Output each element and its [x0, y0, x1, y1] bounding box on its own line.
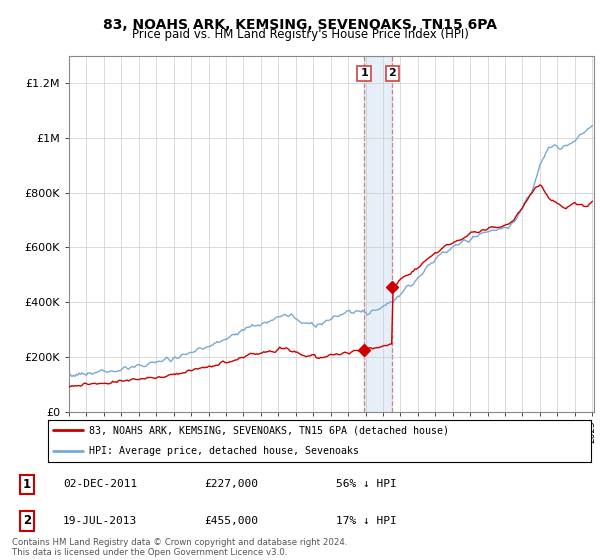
- Text: 1: 1: [360, 68, 368, 78]
- Text: £227,000: £227,000: [204, 479, 258, 489]
- Text: 2: 2: [388, 68, 396, 78]
- Text: 83, NOAHS ARK, KEMSING, SEVENOAKS, TN15 6PA: 83, NOAHS ARK, KEMSING, SEVENOAKS, TN15 …: [103, 18, 497, 32]
- Text: 1: 1: [23, 478, 31, 491]
- Text: 83, NOAHS ARK, KEMSING, SEVENOAKS, TN15 6PA (detached house): 83, NOAHS ARK, KEMSING, SEVENOAKS, TN15 …: [89, 425, 449, 435]
- Text: 02-DEC-2011: 02-DEC-2011: [63, 479, 137, 489]
- Text: 17% ↓ HPI: 17% ↓ HPI: [336, 516, 397, 526]
- Text: HPI: Average price, detached house, Sevenoaks: HPI: Average price, detached house, Seve…: [89, 446, 359, 456]
- Text: Contains HM Land Registry data © Crown copyright and database right 2024.
This d: Contains HM Land Registry data © Crown c…: [12, 538, 347, 557]
- Text: 19-JUL-2013: 19-JUL-2013: [63, 516, 137, 526]
- Text: Price paid vs. HM Land Registry's House Price Index (HPI): Price paid vs. HM Land Registry's House …: [131, 28, 469, 41]
- Bar: [364, 56, 392, 412]
- Text: 56% ↓ HPI: 56% ↓ HPI: [336, 479, 397, 489]
- Text: 2: 2: [23, 514, 31, 528]
- Text: £455,000: £455,000: [204, 516, 258, 526]
